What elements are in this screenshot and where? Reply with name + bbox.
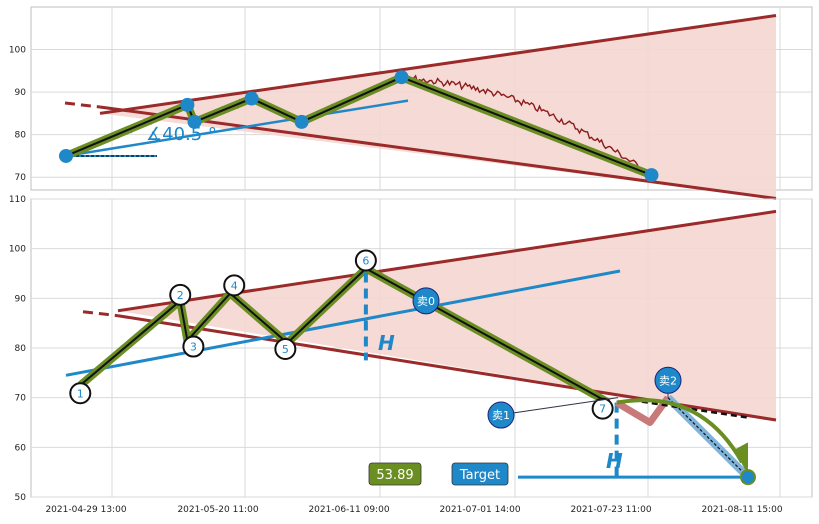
y-tick-label: 70 <box>15 173 27 183</box>
angle-label: ∡40.5 ° <box>146 124 217 145</box>
lower-trendline <box>99 105 777 200</box>
pattern-point-ring <box>274 338 297 361</box>
pattern-point <box>187 114 202 129</box>
target-box-label: Target <box>459 468 500 483</box>
projection-arrowhead <box>734 442 748 475</box>
pattern-point-label: 6 <box>362 255 369 268</box>
x-tick-label: 2021-08-11 15:00 <box>701 505 782 515</box>
y-tick-label: 90 <box>15 294 27 304</box>
pattern-point-ring <box>223 274 246 297</box>
sell-marker-label: 卖0 <box>417 295 435 308</box>
pattern-point-ring <box>591 397 614 420</box>
pattern-point-label: 1 <box>77 387 84 400</box>
pattern-point-ring <box>69 382 92 405</box>
target-point <box>740 469 756 486</box>
pattern-point <box>294 114 309 129</box>
pattern-point-label: 4 <box>231 279 238 292</box>
pattern-point-label: 3 <box>190 341 197 354</box>
wedge-fill <box>100 15 776 199</box>
x-tick-label: 2021-05-20 11:00 <box>177 505 258 515</box>
pattern-point <box>244 91 259 106</box>
y-tick-label: 90 <box>15 88 27 98</box>
sell-marker-leader <box>512 397 619 414</box>
target-box: Target <box>451 462 509 486</box>
x-tick-label: 2021-07-23 11:00 <box>570 505 651 515</box>
lower-trendline-extension <box>82 310 119 318</box>
sell-marker-label: 卖2 <box>659 374 677 387</box>
pattern-point <box>394 70 409 85</box>
pattern-point-label: 2 <box>177 289 184 302</box>
y-tick-label: 70 <box>15 394 27 404</box>
height-label-target: H <box>606 449 623 473</box>
sell-marker <box>487 401 515 429</box>
sell-marker <box>412 287 440 315</box>
y-tick-label: 80 <box>15 131 27 141</box>
inner-support-line <box>65 269 621 377</box>
pattern-point-ring <box>169 283 192 306</box>
height-label: H <box>378 331 395 355</box>
x-tick-label: 2021-06-11 09:00 <box>308 505 389 515</box>
inner-support-line <box>65 99 409 158</box>
sell-marker-label: 卖1 <box>492 409 510 422</box>
price-box: 53.89 <box>368 462 422 486</box>
plot-frame <box>30 6 813 191</box>
upper-trendline <box>99 14 777 115</box>
decline-channel-core <box>667 397 749 478</box>
projection-arrow <box>616 398 744 464</box>
y-tick-label: 100 <box>9 46 26 56</box>
pattern-point <box>644 168 659 183</box>
lower-trendline-extension <box>64 101 101 109</box>
y-tick-label: 60 <box>15 443 27 453</box>
price-box-value: 53.89 <box>376 468 413 483</box>
pattern-point-ring <box>182 335 205 358</box>
y-tick-label: 80 <box>15 344 27 354</box>
pattern-point <box>180 97 195 112</box>
breakout-retest <box>614 395 671 426</box>
y-tick-label: 110 <box>9 195 26 205</box>
pattern-point-ring <box>354 249 377 272</box>
detail-panel: 50 60 70 80 90 100 110 2021-04-29 13:00 2021-05-… <box>9 195 813 515</box>
pattern-point-label: 5 <box>282 343 289 356</box>
y-tick-label: 50 <box>15 493 27 503</box>
sell-marker <box>654 366 682 394</box>
pattern-point-label: 7 <box>599 403 606 416</box>
x-tick-label: 2021-04-29 13:00 <box>45 505 126 515</box>
y-tick-label: 100 <box>9 245 26 255</box>
pattern-point <box>59 148 73 163</box>
x-tick-label: 2021-07-01 14:00 <box>439 505 520 515</box>
overview-panel: 70 80 90 100 <box>9 6 813 200</box>
